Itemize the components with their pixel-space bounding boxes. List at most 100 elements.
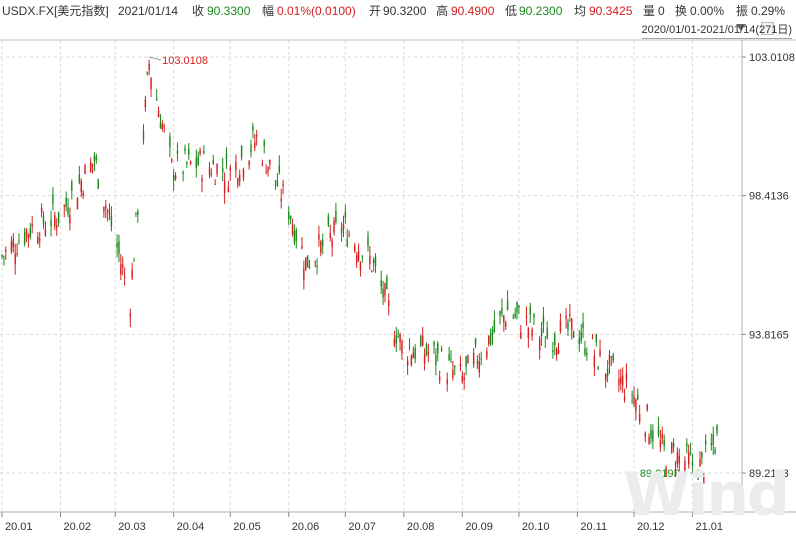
high-value: 90.4900 <box>451 4 495 18</box>
x-tick-label: 20.08 <box>407 521 435 533</box>
candle-body <box>144 99 147 108</box>
candle-body <box>637 394 639 400</box>
candle-body <box>306 255 309 268</box>
candle-body <box>52 194 54 204</box>
x-tick-label: 20.03 <box>118 521 146 533</box>
candle-body <box>382 288 384 298</box>
candle-body <box>10 241 13 252</box>
candle-body <box>225 153 228 160</box>
candle-body <box>399 333 401 343</box>
candle-body <box>1 255 3 257</box>
candle-body <box>29 227 32 238</box>
candle-body <box>282 183 284 186</box>
candle-body <box>621 375 624 385</box>
candle-body <box>39 238 41 242</box>
candle-body <box>701 452 703 458</box>
candle-body <box>454 366 456 368</box>
x-tick-label: 20.04 <box>177 521 205 533</box>
symbol-label[interactable]: USDX.FX[美元指数] <box>2 4 109 18</box>
candle-body <box>461 376 464 382</box>
candle-body <box>652 430 654 442</box>
candle-body <box>503 315 505 323</box>
candle-body <box>346 239 348 247</box>
candle-body <box>159 122 162 129</box>
candle-body <box>248 161 250 166</box>
y-tick-label: 103.0108 <box>749 52 795 64</box>
candle-body <box>82 192 84 196</box>
candle-body <box>438 376 441 381</box>
candle-body <box>242 169 245 178</box>
candle-body <box>557 350 560 354</box>
candle-body <box>157 110 160 118</box>
date-label: 2021/01/14 <box>118 4 179 18</box>
candle-body <box>423 354 426 364</box>
candle-body <box>478 361 481 373</box>
candle-body <box>674 469 677 477</box>
candle-body <box>433 341 435 347</box>
candle-body <box>308 266 311 268</box>
y-tick-label: 89.2193 <box>749 468 789 480</box>
range-dropdown-icon[interactable] <box>736 24 746 31</box>
candle-body <box>67 207 69 215</box>
candle-body <box>361 255 364 257</box>
candle-body <box>69 214 71 224</box>
candle-body <box>529 306 531 315</box>
candle-body <box>712 434 714 445</box>
candle-body <box>359 262 362 271</box>
candle-body <box>355 254 358 263</box>
candle-body <box>93 155 96 162</box>
candle-body <box>63 205 65 207</box>
candle-body <box>369 255 371 265</box>
candle-body <box>606 368 609 377</box>
candle-body <box>599 349 601 356</box>
candle-body <box>333 220 335 233</box>
candle-body <box>506 300 509 311</box>
candle-body <box>265 172 267 174</box>
candle-body <box>195 157 198 168</box>
candle-body <box>276 181 279 187</box>
turnover-value: 0.00% <box>690 4 725 18</box>
candle-body <box>301 245 303 249</box>
candle-body <box>110 215 113 227</box>
candle-body <box>316 265 318 268</box>
candle-body <box>659 440 662 448</box>
candle-body <box>182 171 184 174</box>
candle-body <box>542 315 545 325</box>
low-value: 90.2300 <box>519 4 563 18</box>
candle-body <box>344 211 347 218</box>
candle-body <box>437 343 439 354</box>
candle-body <box>491 329 494 335</box>
candle-body <box>689 451 692 454</box>
x-tick-label: 20.11 <box>580 521 607 533</box>
candle-body <box>254 142 256 149</box>
candle-body <box>591 337 594 339</box>
x-tick-label: 20.09 <box>465 521 493 533</box>
settings-icon[interactable] <box>761 22 774 35</box>
candle-body <box>235 161 237 171</box>
candle-body <box>504 322 507 327</box>
candle-body <box>704 440 707 445</box>
low-label: 低 <box>505 4 518 18</box>
candle-body <box>533 314 535 318</box>
candle-body <box>142 130 145 141</box>
candle-body <box>414 348 416 359</box>
candle-body <box>380 280 382 287</box>
candle-body <box>446 379 448 385</box>
candle-body <box>687 452 690 465</box>
candle-body <box>646 404 648 411</box>
candle-body <box>531 329 533 337</box>
candle-body <box>23 232 26 245</box>
date-range-selector[interactable]: 2020/01/01-2021/01/14(271日) <box>641 22 792 39</box>
candle-body <box>5 249 7 252</box>
candle-body <box>710 443 713 445</box>
change-value: 0.01%(0.0100) <box>277 4 356 18</box>
candle-body <box>31 224 33 227</box>
candle-body <box>699 458 701 467</box>
candle-body <box>657 427 660 436</box>
candle-body <box>229 167 231 171</box>
candle-body <box>569 314 571 316</box>
candle-body <box>267 166 269 172</box>
quote-header: USDX.FX[美元指数] 2021/01/14 收 90.3300 幅 0.0… <box>0 0 796 22</box>
candle-body <box>161 123 164 130</box>
candle-body <box>250 144 252 153</box>
